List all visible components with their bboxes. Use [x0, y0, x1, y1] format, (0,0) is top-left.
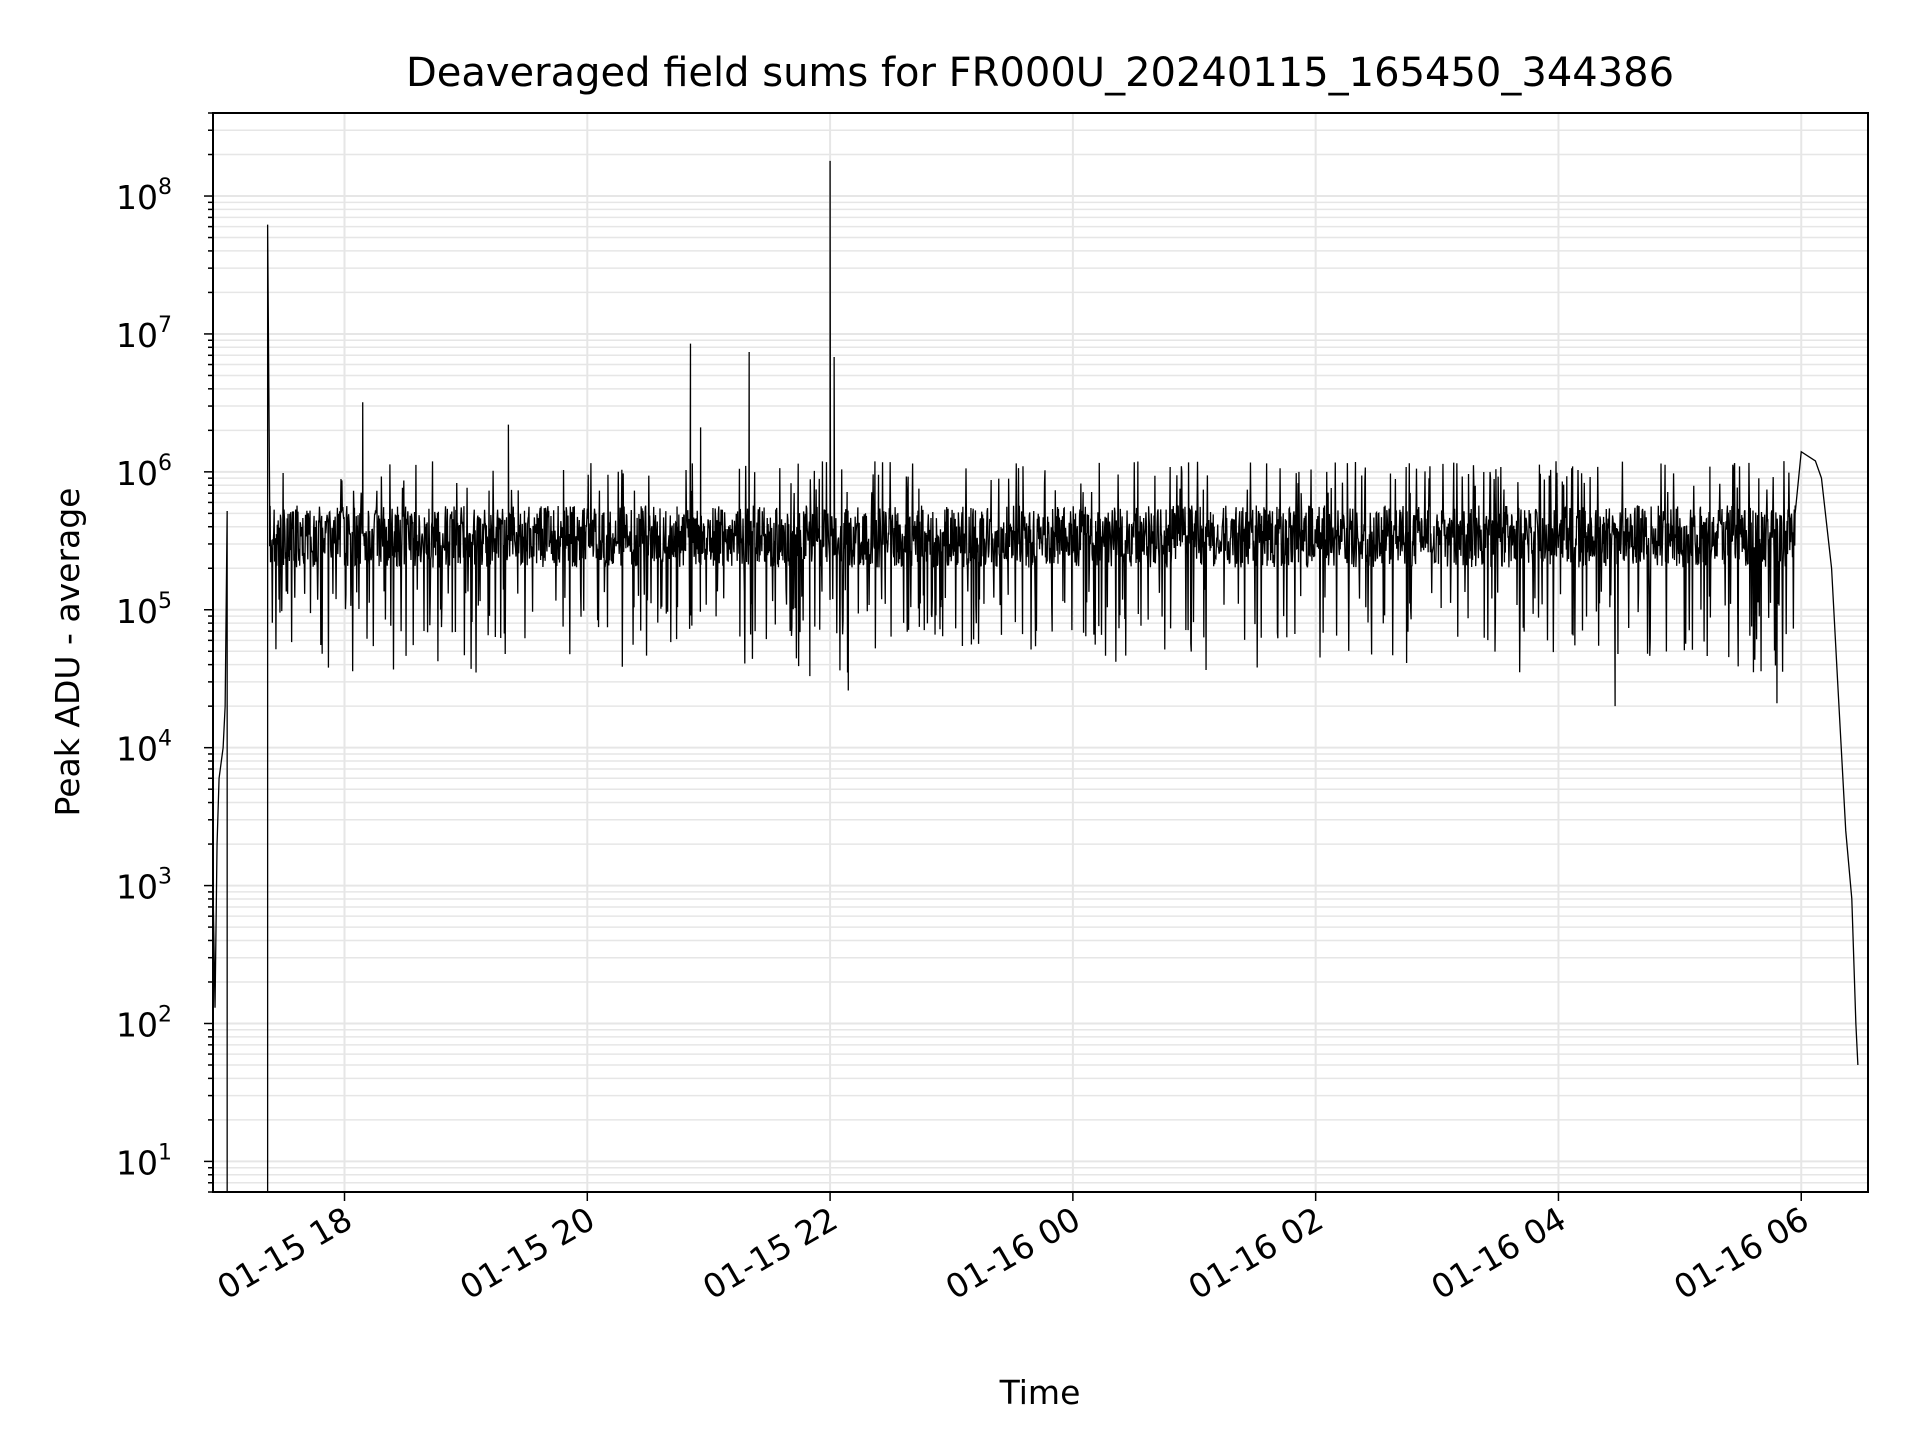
y-tick-label: 102 — [116, 1002, 172, 1044]
chart-title: Deaveraged field sums for FR000U_2024011… — [406, 50, 1674, 96]
x-axis-label: Time — [999, 1373, 1081, 1412]
y-tick-label: 107 — [116, 313, 172, 355]
y-axis: 101 102 103 104 105 106 107 108 — [116, 112, 213, 1193]
y-tick-label: 108 — [116, 175, 172, 217]
grid — [213, 112, 1868, 1193]
y-tick-label: 105 — [116, 589, 172, 631]
y-axis-label: Peak ADU - average — [48, 488, 87, 817]
y-tick-label: 106 — [116, 451, 172, 493]
y-tick-label: 101 — [116, 1140, 172, 1182]
y-tick-label: 103 — [116, 865, 172, 907]
series-line — [212, 160, 1859, 1193]
y-tick-label: 104 — [116, 727, 172, 769]
plot-frame — [212, 112, 1869, 1193]
series-line-group — [212, 160, 1859, 1193]
